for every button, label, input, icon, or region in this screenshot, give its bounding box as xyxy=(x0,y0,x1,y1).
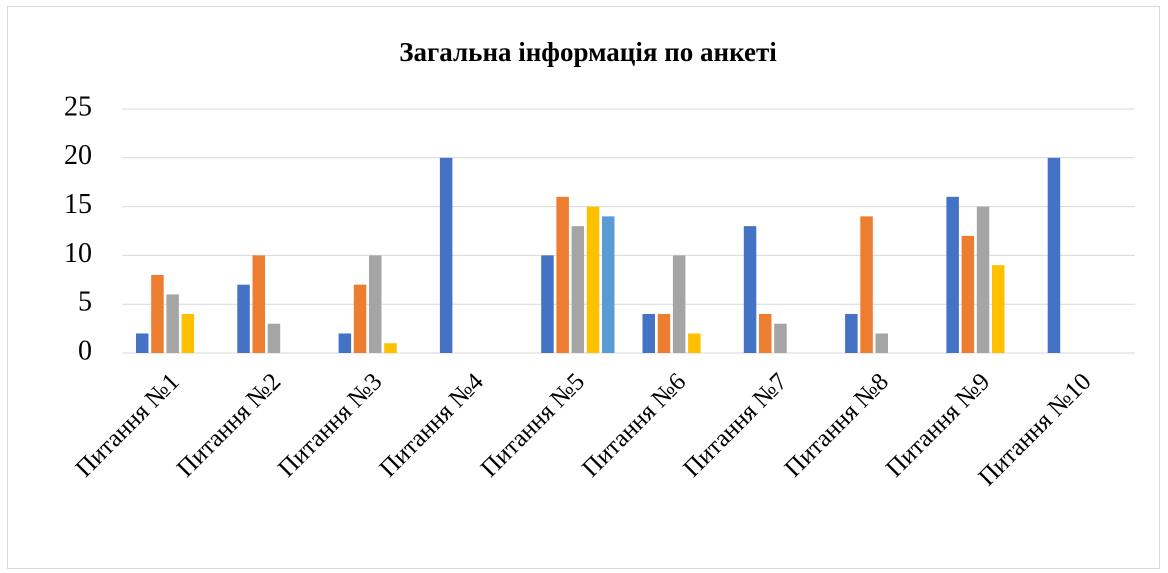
bar xyxy=(252,255,265,353)
chart-title: Загальна інформація по анкеті xyxy=(399,37,777,67)
bar xyxy=(992,265,1005,353)
bar xyxy=(1047,157,1061,353)
bar xyxy=(384,343,397,353)
y-tick-label: 25 xyxy=(64,91,92,122)
bar xyxy=(759,313,772,353)
bar xyxy=(875,333,888,353)
y-tick-label: 0 xyxy=(78,335,92,366)
bar xyxy=(602,216,615,353)
bar xyxy=(642,313,655,353)
bar xyxy=(369,255,382,353)
bar xyxy=(353,284,367,353)
bar xyxy=(774,323,787,353)
bar xyxy=(136,333,149,353)
bar xyxy=(860,216,873,353)
bar xyxy=(181,313,195,353)
bar xyxy=(743,226,757,353)
bar xyxy=(571,226,585,353)
bar xyxy=(845,313,858,353)
bar xyxy=(961,235,975,353)
bar xyxy=(237,284,250,353)
bar xyxy=(556,196,569,353)
y-tick-label: 5 xyxy=(78,287,92,318)
y-tick-label: 15 xyxy=(64,189,92,220)
bar xyxy=(166,294,179,353)
bar xyxy=(672,255,686,353)
y-tick-label: 10 xyxy=(64,238,92,269)
bar xyxy=(976,206,990,353)
bar xyxy=(338,333,352,353)
bar xyxy=(657,313,671,353)
bar xyxy=(586,206,600,353)
bar xyxy=(688,333,701,353)
y-tick-label: 20 xyxy=(64,140,92,171)
bar xyxy=(946,196,959,353)
bar xyxy=(541,255,554,353)
bar xyxy=(439,157,453,353)
bar xyxy=(267,323,281,353)
bar xyxy=(151,274,164,353)
